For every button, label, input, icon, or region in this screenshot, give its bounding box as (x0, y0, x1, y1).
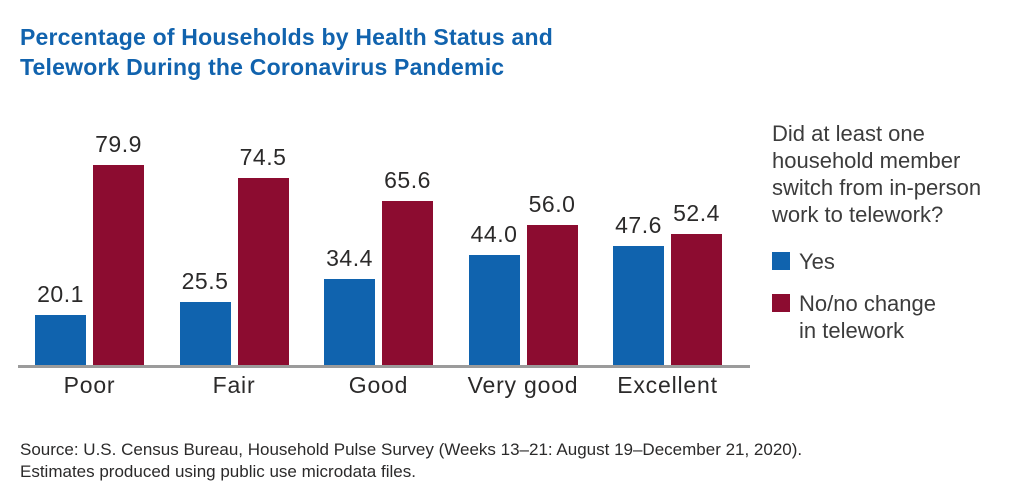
value-label: 34.4 (326, 245, 373, 272)
bar-group-good: 34.4 65.6 (324, 167, 433, 366)
value-label: 56.0 (528, 190, 576, 217)
source-line-2: Estimates produced using public use micr… (20, 462, 416, 481)
x-axis-line (18, 365, 750, 368)
legend-label-yes: Yes (799, 249, 835, 274)
category-label: Fair (212, 372, 256, 398)
bar-group-very-good: 44.0 56.0 (468, 190, 578, 366)
bar-column: 65.6 (382, 167, 433, 366)
bar-column: 79.9 (93, 131, 144, 366)
bar-group-excellent: 47.6 52.4 (613, 200, 722, 366)
bar-column: 56.0 (526, 190, 578, 366)
bar-column: 47.6 (613, 212, 664, 366)
legend-item-no: No/no change in telework (772, 290, 1022, 344)
bar-column: 74.5 (237, 144, 289, 366)
source-line-1: Source: U.S. Census Bureau, Household Pu… (20, 440, 803, 459)
chart-legend: Did at least one household member switch… (772, 120, 1022, 344)
value-label: 74.5 (239, 144, 287, 171)
bar-column: 20.1 (35, 281, 86, 366)
bar-no (382, 200, 433, 366)
bar-column: 44.0 (468, 221, 520, 366)
value-label: 47.6 (615, 212, 662, 238)
category-label: Excellent (617, 372, 718, 398)
chart-title: Percentage of Households by Health Statu… (20, 24, 553, 81)
bar-yes (324, 279, 375, 366)
category-label: Good (348, 372, 409, 398)
bar-no (93, 164, 144, 366)
legend-label-no: No/no change in telework (799, 291, 936, 343)
value-label: 44.0 (470, 221, 518, 248)
bar-no (671, 234, 722, 366)
bar-yes (468, 255, 520, 366)
bar-group-fair: 25.5 74.5 (179, 144, 289, 366)
source-note: Source: U.S. Census Bureau, Household Pu… (20, 439, 802, 483)
legend-swatch-no (772, 294, 790, 312)
bar-column: 52.4 (671, 200, 722, 366)
bar-group-poor: 20.1 79.9 (35, 131, 144, 366)
legend-question: Did at least one household member switch… (772, 121, 982, 227)
bar-column: 34.4 (324, 245, 375, 366)
value-label: 65.6 (384, 166, 431, 193)
bar-no (237, 178, 289, 366)
category-label: Very good (467, 372, 579, 398)
bar-yes (179, 301, 231, 366)
legend-item-yes: Yes (772, 248, 1022, 275)
value-label: 20.1 (37, 281, 84, 308)
bar-yes (35, 315, 86, 366)
bar-column: 25.5 (179, 267, 231, 366)
bar-yes (613, 246, 664, 366)
legend-swatch-yes (772, 252, 790, 270)
bar-no (526, 224, 578, 366)
category-label: Poor (63, 372, 116, 398)
value-label: 25.5 (181, 267, 229, 294)
value-label: 52.4 (673, 200, 720, 226)
value-label: 79.9 (95, 130, 142, 157)
